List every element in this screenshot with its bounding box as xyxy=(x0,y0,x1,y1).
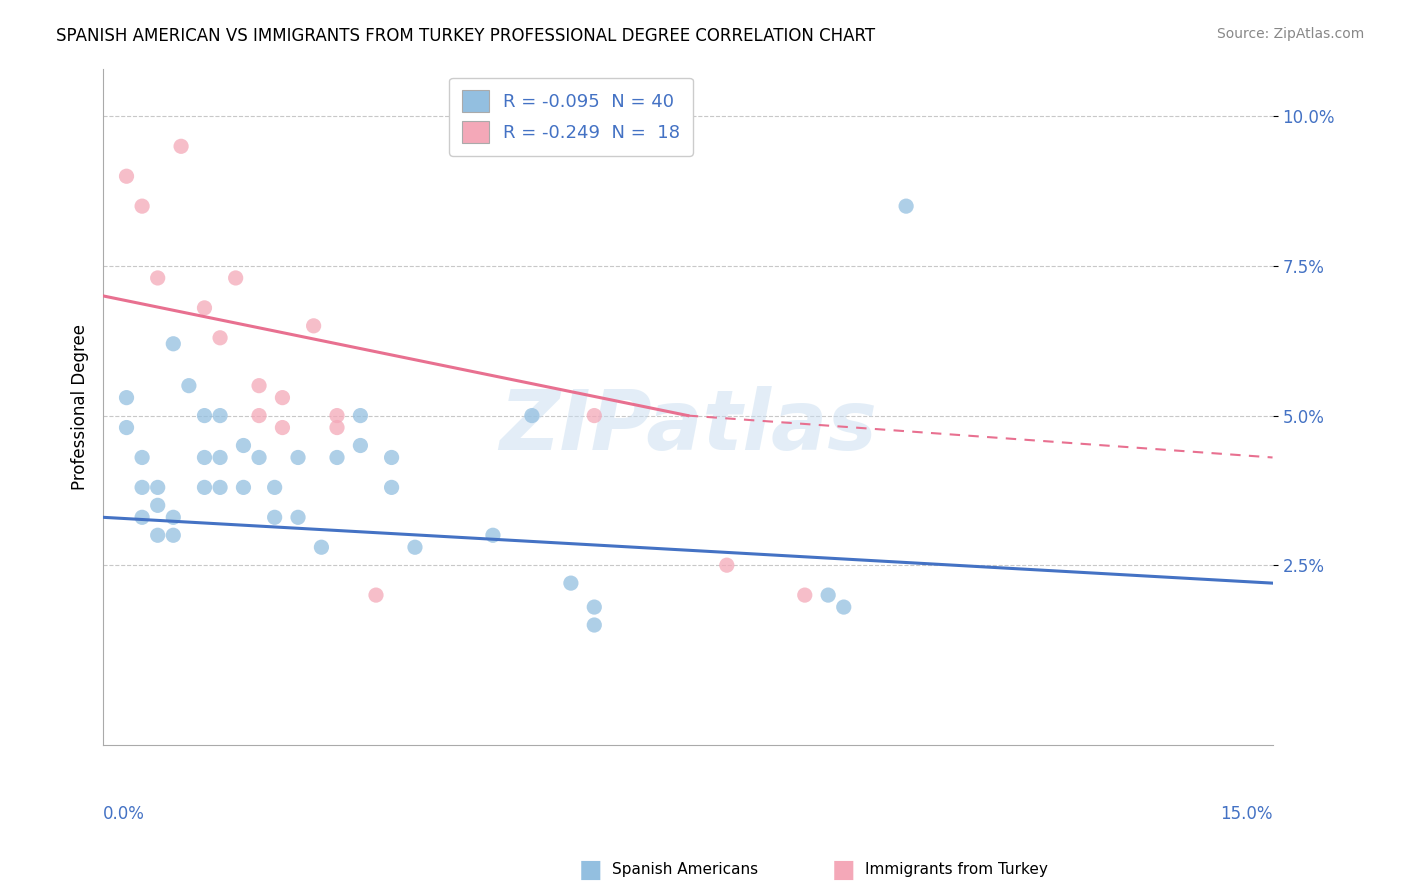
Point xyxy=(381,480,404,494)
Point xyxy=(193,450,215,465)
Point xyxy=(381,450,404,465)
Point xyxy=(583,618,606,632)
Text: ■: ■ xyxy=(832,858,855,881)
Point xyxy=(817,588,839,602)
Point xyxy=(115,391,138,405)
Text: Source: ZipAtlas.com: Source: ZipAtlas.com xyxy=(1216,27,1364,41)
Point xyxy=(162,510,184,524)
Point xyxy=(193,480,215,494)
Point xyxy=(115,420,138,434)
Point xyxy=(209,331,232,345)
Legend: R = -0.095  N = 40, R = -0.249  N =  18: R = -0.095 N = 40, R = -0.249 N = 18 xyxy=(449,78,693,156)
Point xyxy=(560,576,582,591)
Point xyxy=(131,450,153,465)
Point xyxy=(162,336,184,351)
Point xyxy=(311,540,333,554)
Text: 0.0%: 0.0% xyxy=(103,805,145,822)
Point xyxy=(170,139,193,153)
Point xyxy=(162,528,184,542)
Point xyxy=(520,409,543,423)
Point xyxy=(131,510,153,524)
Point xyxy=(263,480,285,494)
Point xyxy=(287,450,309,465)
Point xyxy=(364,588,387,602)
Y-axis label: Professional Degree: Professional Degree xyxy=(72,324,89,490)
Text: SPANISH AMERICAN VS IMMIGRANTS FROM TURKEY PROFESSIONAL DEGREE CORRELATION CHART: SPANISH AMERICAN VS IMMIGRANTS FROM TURK… xyxy=(56,27,876,45)
Point xyxy=(232,438,254,452)
Point xyxy=(247,450,270,465)
Point xyxy=(146,528,169,542)
Point xyxy=(247,378,270,392)
Point xyxy=(716,558,738,573)
Point xyxy=(793,588,815,602)
Point xyxy=(193,409,215,423)
Point xyxy=(482,528,505,542)
Point xyxy=(193,301,215,315)
Text: ZIPatlas: ZIPatlas xyxy=(499,386,877,467)
Point xyxy=(115,169,138,184)
Text: Immigrants from Turkey: Immigrants from Turkey xyxy=(865,863,1047,877)
Point xyxy=(349,409,371,423)
Point xyxy=(302,318,325,333)
Point xyxy=(832,600,855,615)
Point xyxy=(146,480,169,494)
Point xyxy=(271,420,294,434)
Point xyxy=(177,378,200,392)
Point xyxy=(131,199,153,213)
Text: ■: ■ xyxy=(579,858,602,881)
Point xyxy=(349,438,371,452)
Point xyxy=(131,480,153,494)
Point xyxy=(247,409,270,423)
Text: Spanish Americans: Spanish Americans xyxy=(612,863,758,877)
Point xyxy=(225,271,247,285)
Point xyxy=(146,499,169,513)
Point xyxy=(894,199,917,213)
Point xyxy=(404,540,426,554)
Point xyxy=(209,480,232,494)
Point xyxy=(263,510,285,524)
Point xyxy=(209,450,232,465)
Point xyxy=(326,409,349,423)
Point xyxy=(326,450,349,465)
Point xyxy=(232,480,254,494)
Point xyxy=(326,420,349,434)
Point xyxy=(209,409,232,423)
Point xyxy=(287,510,309,524)
Point xyxy=(583,409,606,423)
Text: 15.0%: 15.0% xyxy=(1220,805,1272,822)
Point xyxy=(583,600,606,615)
Point xyxy=(146,271,169,285)
Point xyxy=(271,391,294,405)
